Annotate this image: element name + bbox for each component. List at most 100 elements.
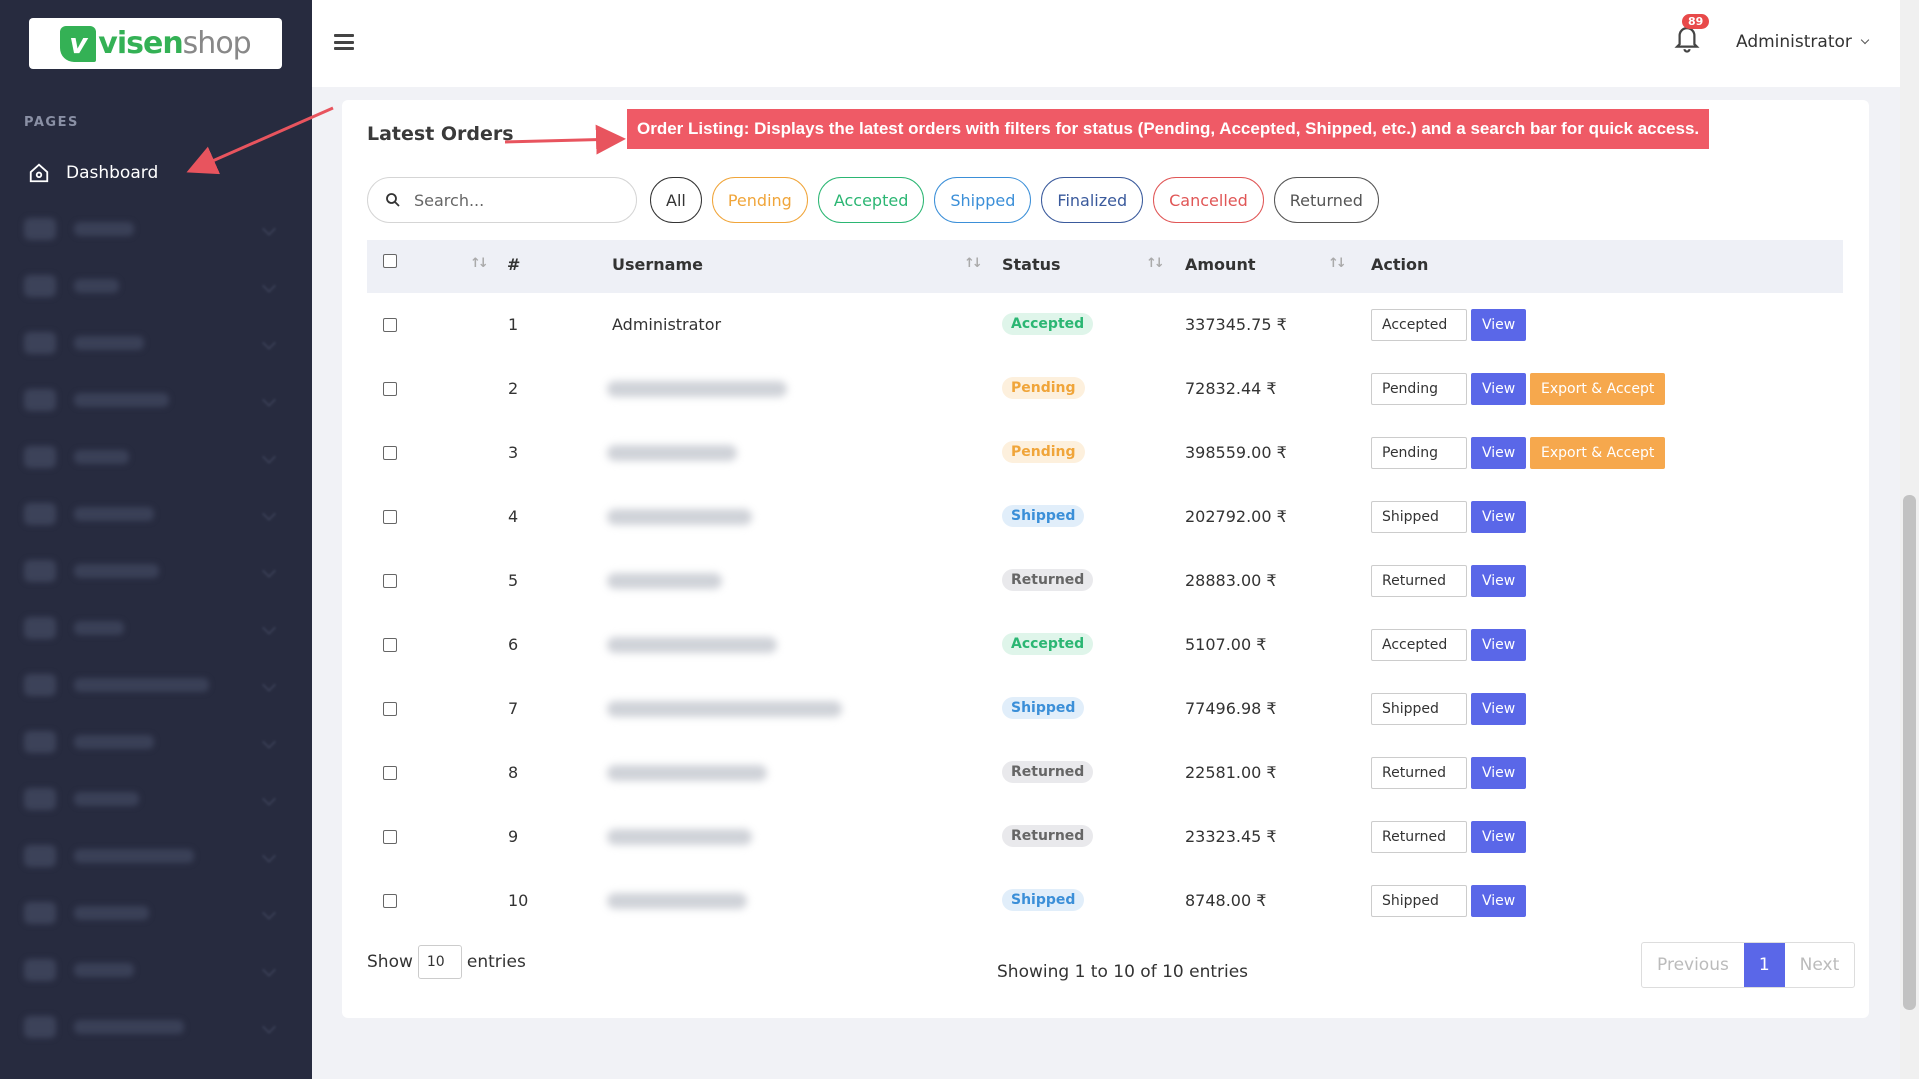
row-checkbox[interactable]	[383, 382, 397, 396]
filter-shipped[interactable]: Shipped	[934, 177, 1032, 223]
sidebar-item-blurred[interactable]	[24, 560, 277, 582]
row-number: 9	[508, 827, 519, 846]
status-select[interactable]: Pending	[1371, 373, 1467, 405]
view-button[interactable]: View	[1471, 501, 1527, 533]
row-checkbox[interactable]	[383, 830, 397, 844]
row-checkbox[interactable]	[383, 574, 397, 588]
export-accept-button[interactable]: Export & Accept	[1530, 373, 1666, 405]
orders-table: ↑↓ # Username ↑↓ Status ↑↓ Amount ↑↓ Act…	[367, 240, 1843, 933]
status-select[interactable]: Returned	[1371, 757, 1467, 789]
view-button[interactable]: View	[1471, 309, 1527, 341]
sort-icon[interactable]: ↑↓	[470, 256, 489, 271]
sidebar-item-icon	[24, 275, 56, 297]
chevron-icon	[261, 449, 277, 465]
row-checkbox[interactable]	[383, 638, 397, 652]
sidebar-item-icon	[24, 731, 56, 753]
sidebar-item-blurred[interactable]	[24, 788, 277, 810]
row-checkbox[interactable]	[383, 318, 397, 332]
sidebar-item-blurred[interactable]	[24, 845, 277, 867]
sidebar-item-blurred[interactable]	[24, 617, 277, 639]
chevron-icon	[261, 563, 277, 579]
status-select[interactable]: Accepted	[1371, 629, 1467, 661]
status-select[interactable]: Returned	[1371, 821, 1467, 853]
view-button[interactable]: View	[1471, 821, 1527, 853]
next-page-button[interactable]: Next	[1799, 955, 1840, 975]
column-num[interactable]: #	[507, 255, 521, 274]
row-checkbox[interactable]	[383, 446, 397, 460]
sidebar-item-blurred[interactable]	[24, 902, 277, 924]
status-select[interactable]: Shipped	[1371, 693, 1467, 725]
filter-accepted[interactable]: Accepted	[817, 177, 925, 223]
sidebar-item-dashboard[interactable]: Dashboard	[28, 162, 158, 184]
filter-all[interactable]: All	[650, 177, 702, 223]
logo[interactable]: visenshop	[29, 18, 282, 69]
page-button-1[interactable]: 1	[1743, 943, 1785, 987]
logo-text-shop: shop	[182, 26, 252, 61]
filter-pending[interactable]: Pending	[711, 177, 808, 223]
status-badge: Shipped	[1002, 505, 1085, 527]
row-checkbox[interactable]	[383, 894, 397, 908]
view-button[interactable]: View	[1471, 757, 1527, 789]
view-button[interactable]: View	[1471, 565, 1527, 597]
export-accept-button[interactable]: Export & Accept	[1530, 437, 1666, 469]
sort-icon[interactable]: ↑↓	[964, 256, 983, 271]
table-row: 2 Pending 72832.44 ₹ Pending View Export & Ac…	[367, 357, 1843, 421]
table-row: 4 Shipped 202792.00 ₹ Shipped View	[367, 485, 1843, 549]
sidebar-item-blurred[interactable]	[24, 218, 277, 240]
sidebar-item-blurred[interactable]	[24, 275, 277, 297]
column-username[interactable]: Username	[612, 255, 703, 274]
sidebar-item-label	[74, 906, 149, 920]
previous-page-button[interactable]: Previous	[1657, 955, 1729, 975]
sidebar-item-blurred[interactable]	[24, 731, 277, 753]
sidebar-item-blurred[interactable]	[24, 389, 277, 411]
row-checkbox[interactable]	[383, 510, 397, 524]
chevron-icon	[261, 620, 277, 636]
table-row: 1 Administrator Accepted 337345.75 ₹ Accepte…	[367, 293, 1843, 357]
view-button[interactable]: View	[1471, 693, 1527, 725]
status-badge: Pending	[1002, 441, 1085, 463]
filter-returned[interactable]: Returned	[1273, 177, 1379, 223]
chevron-icon	[261, 905, 277, 921]
select-all-checkbox[interactable]	[383, 254, 397, 268]
filter-finalized[interactable]: Finalized	[1041, 177, 1144, 223]
page-size-select[interactable]: 10	[417, 945, 462, 979]
menu-toggle-icon[interactable]	[334, 34, 354, 50]
sidebar-item-blurred[interactable]	[24, 959, 277, 981]
status-select[interactable]: Accepted	[1371, 309, 1467, 341]
scrollbar-thumb[interactable]	[1903, 495, 1916, 1010]
row-username-redacted	[607, 765, 767, 781]
view-button[interactable]: View	[1471, 373, 1527, 405]
view-button[interactable]: View	[1471, 437, 1527, 469]
row-checkbox[interactable]	[383, 766, 397, 780]
view-button[interactable]: View	[1471, 629, 1527, 661]
row-number: 5	[508, 571, 519, 590]
sidebar-item-label	[74, 507, 154, 521]
column-amount[interactable]: Amount	[1185, 255, 1256, 274]
home-icon	[29, 163, 49, 183]
card-title: Latest Orders	[367, 123, 514, 145]
sidebar-item-blurred[interactable]	[24, 674, 277, 696]
sort-icon[interactable]: ↑↓	[1328, 256, 1347, 271]
sidebar-item-blurred[interactable]	[24, 446, 277, 468]
sidebar-item-blurred[interactable]	[24, 332, 277, 354]
sort-icon[interactable]: ↑↓	[1146, 256, 1165, 271]
column-status[interactable]: Status	[1002, 255, 1061, 274]
sidebar-item-blurred[interactable]	[24, 503, 277, 525]
sidebar-item-icon	[24, 332, 56, 354]
status-select[interactable]: Shipped	[1371, 885, 1467, 917]
search-input[interactable]	[414, 190, 614, 210]
sidebar-item-blurred[interactable]	[24, 1016, 277, 1038]
status-select[interactable]: Shipped	[1371, 501, 1467, 533]
status-select[interactable]: Returned	[1371, 565, 1467, 597]
sidebar-item-icon	[24, 503, 56, 525]
row-checkbox[interactable]	[383, 702, 397, 716]
user-menu[interactable]: Administrator	[1736, 32, 1870, 52]
table-info: Showing 1 to 10 of 10 entries	[997, 962, 1249, 982]
view-button[interactable]: View	[1471, 885, 1527, 917]
row-username-redacted	[607, 381, 787, 397]
row-amount: 202792.00 ₹	[1185, 507, 1287, 526]
user-name: Administrator	[1736, 32, 1852, 52]
status-select[interactable]: Pending	[1371, 437, 1467, 469]
logo-text-isen: isen	[116, 26, 184, 61]
filter-cancelled[interactable]: Cancelled	[1153, 177, 1264, 223]
